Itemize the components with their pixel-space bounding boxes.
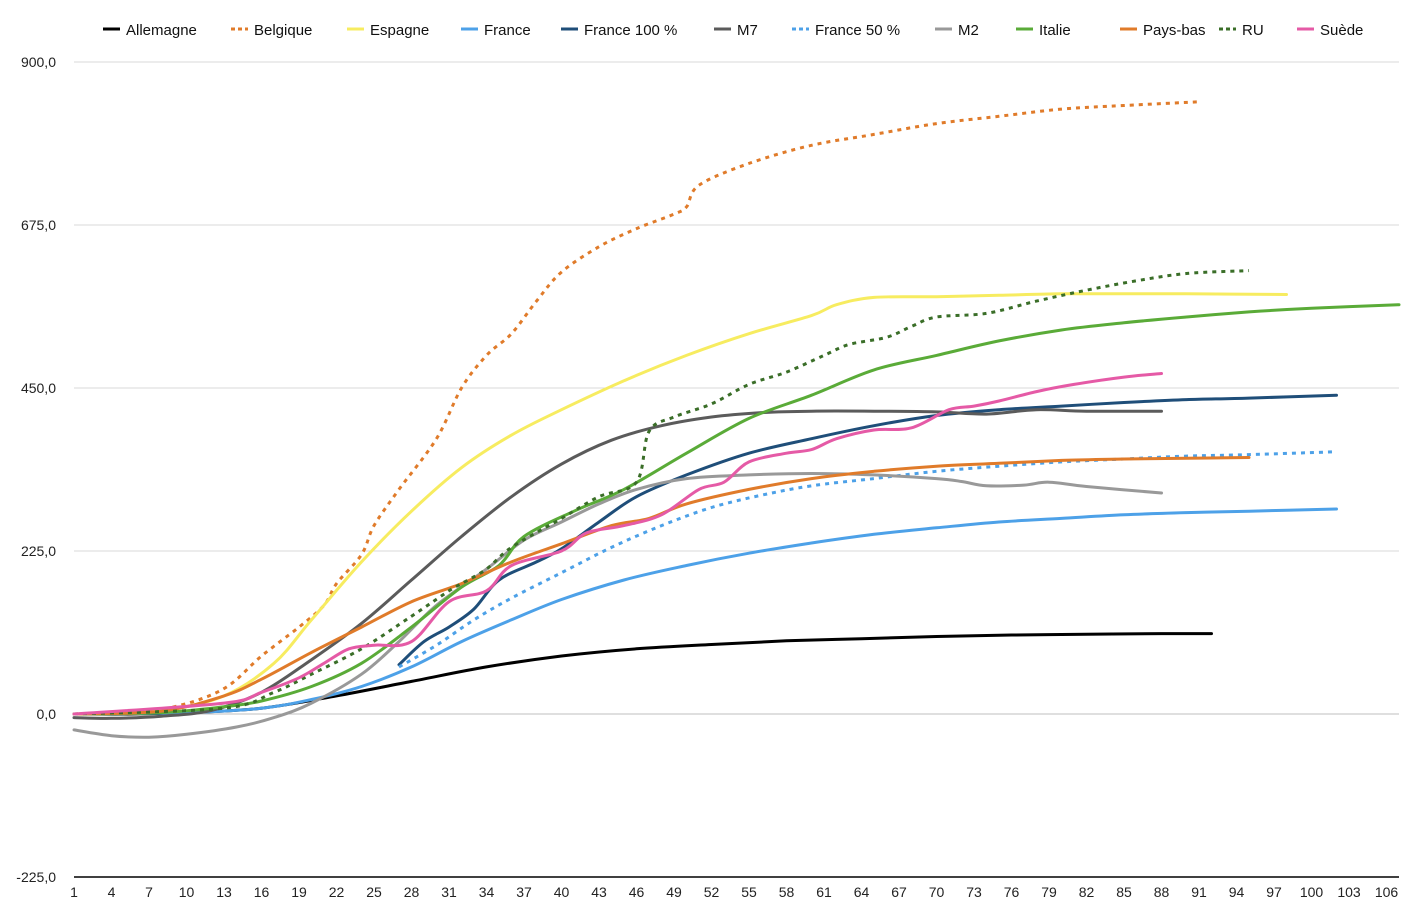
legend-label: Italie xyxy=(1039,22,1071,39)
y-tick-label: -225,0 xyxy=(16,869,56,885)
legend-item-m7: M7 xyxy=(714,22,758,39)
x-tick-label: 34 xyxy=(479,884,495,900)
x-tick-label: 16 xyxy=(254,884,270,900)
legend-label: RU xyxy=(1242,22,1264,39)
x-tick-label: 19 xyxy=(291,884,307,900)
legend-item-france-50: France 50 % xyxy=(792,22,900,39)
y-tick-label: 900,0 xyxy=(21,54,56,70)
legend-item-ru: RU xyxy=(1219,22,1264,39)
x-tick-label: 7 xyxy=(145,884,153,900)
x-tick-label: 97 xyxy=(1266,884,1282,900)
x-tick-label: 67 xyxy=(891,884,907,900)
x-tick-label: 64 xyxy=(854,884,870,900)
x-tick-label: 13 xyxy=(216,884,232,900)
x-tick-label: 25 xyxy=(366,884,382,900)
x-tick-label: 61 xyxy=(816,884,832,900)
y-tick-label: 225,0 xyxy=(21,543,56,559)
series-line-pays-bas xyxy=(72,456,1251,716)
x-tick-label: 4 xyxy=(108,884,116,900)
legend-item-france-100: France 100 % xyxy=(561,22,677,39)
x-tick-label: 28 xyxy=(404,884,420,900)
legend-item-france: France xyxy=(461,22,531,39)
legend-label: France 100 % xyxy=(584,22,677,39)
x-tick-label: 88 xyxy=(1154,884,1170,900)
x-tick-label: 79 xyxy=(1041,884,1057,900)
x-tick-label: 76 xyxy=(1004,884,1020,900)
x-tick-label: 58 xyxy=(779,884,795,900)
x-tick-label: 22 xyxy=(329,884,345,900)
legend: Allemagne Belgique Espagne France France 100… xyxy=(103,22,1363,39)
x-tick-label: 52 xyxy=(704,884,720,900)
series-line-france xyxy=(72,507,1338,716)
y-tick-label: 675,0 xyxy=(21,217,56,233)
legend-label: France xyxy=(484,22,531,39)
legend-label: France 50 % xyxy=(815,22,900,39)
x-tick-label: 1 xyxy=(70,884,78,900)
legend-item-italie: Italie xyxy=(1016,22,1071,39)
legend-item-pays-bas: Pays-bas xyxy=(1120,22,1206,39)
series-line-espagne xyxy=(72,292,1288,716)
x-tick-label: 37 xyxy=(516,884,532,900)
series-line-suede xyxy=(72,372,1163,716)
series-line-italie xyxy=(72,303,1401,716)
legend-item-allemagne: Allemagne xyxy=(103,22,197,39)
x-tick-label: 31 xyxy=(441,884,457,900)
x-tick-label: 70 xyxy=(929,884,945,900)
x-tick-label: 82 xyxy=(1079,884,1095,900)
legend-item-belgique: Belgique xyxy=(231,22,312,39)
x-axis: 1 4 7 10 13 16 19 22 25 28 31 34 37 40 43 46 49 52 55 58 61 6… xyxy=(70,876,1399,900)
x-tick-label: 40 xyxy=(554,884,570,900)
y-axis-ticks: -225,0 0,0 225,0 450,0 675,0 900,0 xyxy=(16,54,56,885)
y-tick-label: 0,0 xyxy=(37,706,57,722)
legend-label: M7 xyxy=(737,22,758,39)
x-tick-label: 85 xyxy=(1116,884,1132,900)
x-tick-label: 94 xyxy=(1229,884,1245,900)
legend-item-m2: M2 xyxy=(935,22,979,39)
legend-item-espagne: Espagne xyxy=(347,22,429,39)
x-tick-label: 55 xyxy=(741,884,757,900)
x-tick-label: 73 xyxy=(966,884,982,900)
series-line-m7 xyxy=(72,408,1163,720)
legend-label: M2 xyxy=(958,22,979,39)
x-tick-label: 106 xyxy=(1375,884,1399,900)
x-tick-label: 91 xyxy=(1191,884,1207,900)
x-tick-label: 103 xyxy=(1337,884,1361,900)
legend-item-suede: Suède xyxy=(1297,22,1363,39)
y-tick-label: 450,0 xyxy=(21,380,56,396)
grid-lines xyxy=(74,61,1399,878)
series-line-france-100 xyxy=(397,393,1338,667)
series-line-allemagne xyxy=(72,632,1213,716)
legend-label: Belgique xyxy=(254,22,312,39)
legend-label: Allemagne xyxy=(126,22,197,39)
x-tick-label: 49 xyxy=(666,884,682,900)
x-tick-label: 100 xyxy=(1300,884,1324,900)
series-line-belgique xyxy=(73,100,1200,716)
x-tick-label: 43 xyxy=(591,884,607,900)
x-tick-label: 10 xyxy=(179,884,195,900)
series-line-m2 xyxy=(72,472,1163,739)
series-lines xyxy=(72,100,1401,739)
legend-label: Suède xyxy=(1320,22,1363,39)
legend-label: Pays-bas xyxy=(1143,22,1206,39)
legend-label: Espagne xyxy=(370,22,429,39)
x-tick-label: 46 xyxy=(629,884,645,900)
